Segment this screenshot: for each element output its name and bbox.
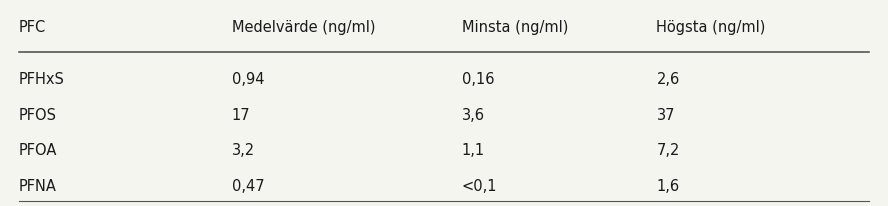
Text: 2,6: 2,6: [656, 72, 679, 87]
Text: <0,1: <0,1: [462, 179, 497, 194]
Text: 7,2: 7,2: [656, 143, 680, 158]
Text: PFC: PFC: [20, 20, 46, 35]
Text: Högsta (ng/ml): Högsta (ng/ml): [656, 20, 765, 35]
Text: 0,47: 0,47: [232, 179, 264, 194]
Text: Minsta (ng/ml): Minsta (ng/ml): [462, 20, 568, 35]
Text: 1,1: 1,1: [462, 143, 485, 158]
Text: PFHxS: PFHxS: [20, 72, 65, 87]
Text: 3,6: 3,6: [462, 108, 485, 123]
Text: 37: 37: [656, 108, 675, 123]
Text: PFOA: PFOA: [20, 143, 58, 158]
Text: 17: 17: [232, 108, 250, 123]
Text: PFNA: PFNA: [20, 179, 57, 194]
Text: 0,94: 0,94: [232, 72, 264, 87]
Text: 3,2: 3,2: [232, 143, 255, 158]
Text: 1,6: 1,6: [656, 179, 679, 194]
Text: PFOS: PFOS: [20, 108, 57, 123]
Text: Medelvärde (ng/ml): Medelvärde (ng/ml): [232, 20, 375, 35]
Text: 0,16: 0,16: [462, 72, 495, 87]
